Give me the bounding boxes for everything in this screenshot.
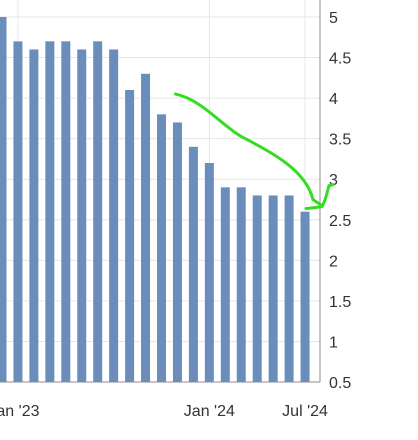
bar [157, 114, 166, 382]
x-axis-ticks: an '23 Jan '24 Jul '24 [0, 403, 328, 420]
bar [141, 73, 151, 383]
bar [109, 49, 119, 382]
bar [204, 163, 214, 382]
y-tick-label: 4.5 [329, 51, 351, 68]
bar [300, 211, 310, 382]
bar [45, 41, 55, 382]
y-tick-label: 2.5 [329, 213, 351, 230]
bar [77, 49, 87, 382]
bar [284, 195, 294, 382]
x-tick-label: an '23 [0, 403, 40, 420]
bar [0, 17, 7, 382]
bar [125, 90, 135, 382]
bar [93, 41, 103, 382]
bar-series [0, 17, 310, 383]
bar [13, 41, 23, 382]
y-tick-label: 1.5 [329, 294, 351, 311]
bar [188, 146, 198, 382]
bar [268, 195, 278, 382]
y-tick-label: 2 [329, 253, 338, 270]
bar [220, 187, 230, 382]
y-tick-label: 3.5 [329, 132, 351, 149]
annotation-arrow-shaft [173, 92, 324, 208]
y-tick-label: 4 [329, 91, 338, 108]
x-tick-label: Jul '24 [282, 403, 328, 420]
annotation-arrow-head [304, 183, 335, 211]
bar [61, 41, 71, 382]
y-tick-label: 0.5 [329, 375, 351, 392]
x-tick-label: Jan '24 [184, 403, 235, 420]
y-tick-label: 1 [329, 334, 338, 351]
y-tick-label: 3 [329, 172, 338, 189]
y-tick-label: 5 [329, 10, 338, 27]
bar [236, 187, 246, 382]
y-axis: 0.5 1 1.5 2 2.5 3 3.5 4 4.5 5 [0, 0, 351, 392]
hand-drawn-arrow-annotation [173, 92, 335, 211]
bar [29, 49, 39, 382]
bar [252, 195, 262, 382]
bar [172, 122, 182, 382]
